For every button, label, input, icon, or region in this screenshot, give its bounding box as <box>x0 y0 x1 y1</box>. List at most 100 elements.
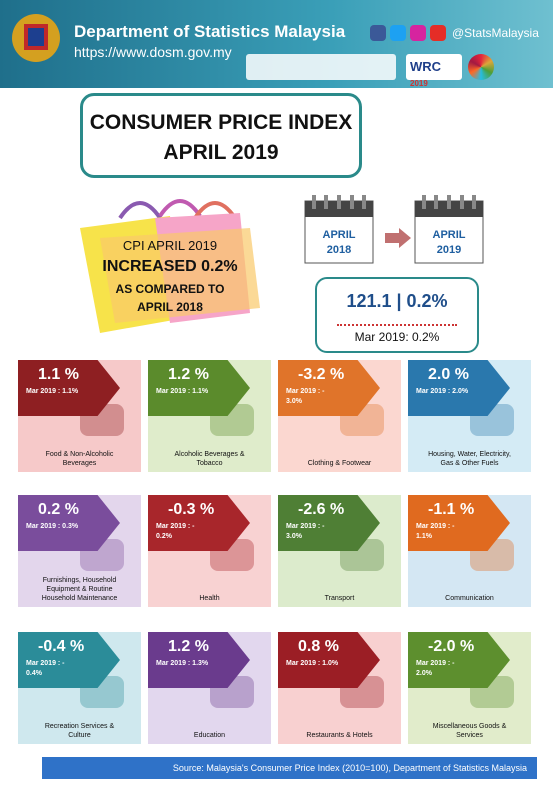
label-line: Household Maintenance <box>41 595 118 602</box>
group-label: Restaurants & Hotels <box>278 731 401 740</box>
facebook-icon[interactable] <box>370 25 386 41</box>
group-label: Transport <box>278 594 401 603</box>
title-line: CONSUMER PRICE INDEX <box>89 111 353 134</box>
banner: 1.1 % Mar 2019 : 1.1% <box>18 360 120 416</box>
previous-line: 0.2% <box>156 533 172 540</box>
group-change: 0.2 % <box>38 501 79 518</box>
group-previous: Mar 2019 : 1.1% <box>156 387 250 397</box>
social-handle: @StatsMalaysia <box>452 26 539 40</box>
label-line: Communication <box>445 595 494 602</box>
month: APRIL <box>322 229 356 241</box>
banner: -2.6 % Mar 2019 : - 3.0% <box>278 495 380 551</box>
group-change: 2.0 % <box>428 366 469 383</box>
group-card: 1.1 % Mar 2019 : 1.1% Food & Non-Alcoholic… <box>18 360 141 472</box>
group-change: 1.2 % <box>168 638 209 655</box>
group-previous: Mar 2019 : 1.0% <box>286 659 380 669</box>
previous-line: Mar 2019 : 1.3% <box>156 660 209 667</box>
index-previous: Mar 2019: 0.2% <box>337 324 457 344</box>
wrc-year: 2019 <box>410 79 428 88</box>
group-label: Alcoholic Beverages & Tobacco <box>148 450 271 468</box>
badges: WRC 2019 <box>246 52 546 88</box>
header: Department of Statistics Malaysia https:… <box>0 0 553 88</box>
group-card: -2.6 % Mar 2019 : - 3.0% Transport <box>278 495 401 607</box>
twitter-icon[interactable] <box>390 25 406 41</box>
group-previous: Mar 2019 : - 3.0% <box>286 387 380 407</box>
group-label: Clothing & Footwear <box>278 459 401 468</box>
group-previous: Mar 2019 : - 1.1% <box>416 522 510 542</box>
group-card: 2.0 % Mar 2019 : 2.0% Housing, Water, Elec… <box>408 360 531 472</box>
label-line: Restaurants & Hotels <box>306 732 373 739</box>
banner: -0.3 % Mar 2019 : - 0.2% <box>148 495 250 551</box>
wrc: WRC <box>410 59 442 74</box>
group-card: -0.3 % Mar 2019 : - 0.2% Health <box>148 495 271 607</box>
group-previous: Mar 2019 : - 0.4% <box>26 659 120 679</box>
year: 2019 <box>436 244 462 256</box>
previous-line: Mar 2019 : - <box>286 523 325 530</box>
group-change: 0.8 % <box>298 638 339 655</box>
group-change: 1.2 % <box>168 366 209 383</box>
group-previous: Mar 2019 : - 2.0% <box>416 659 510 679</box>
sdg-wheel <box>468 54 494 80</box>
group-change: -2.0 % <box>428 638 475 655</box>
group-previous: Mar 2019 : 2.0% <box>416 387 510 397</box>
bags-illustration <box>80 199 260 333</box>
group-label: Communication <box>408 594 531 603</box>
group-label: Recreation Services & Culture <box>18 722 141 740</box>
group-label: Health <box>148 594 271 603</box>
previous-line: 2.0% <box>416 670 432 677</box>
group-card: -0.4 % Mar 2019 : - 0.4% Recreation Service… <box>18 632 141 744</box>
label-line: Clothing & Footwear <box>307 460 372 467</box>
group-card: -2.0 % Mar 2019 : - 2.0% Miscellaneous Good… <box>408 632 531 744</box>
instagram-icon[interactable] <box>410 25 426 41</box>
label-line: Education <box>193 732 226 739</box>
year: 2018 <box>326 244 352 256</box>
label-line: Gas & Other Fuels <box>440 460 499 467</box>
highlight-line: CPI APRIL 2019 <box>122 238 218 253</box>
banner: 1.2 % Mar 2019 : 1.3% <box>148 632 250 688</box>
group-label: Housing, Water, Electricity, Gas & Other … <box>408 450 531 468</box>
group-label: Education <box>148 731 271 740</box>
url[interactable]: https://www.dosm.gov.my <box>74 44 232 60</box>
group-label: Miscellaneous Goods & Services <box>408 722 531 740</box>
group-label: Furnishings, Household Equipment & Routin… <box>18 576 141 603</box>
previous-line: Mar 2019 : 2.0% <box>416 388 469 395</box>
index-value: 121.1 | 0.2% <box>346 291 448 311</box>
highlight-line: AS COMPARED TO <box>115 282 225 296</box>
group-previous: Mar 2019 : 1.1% <box>26 387 120 397</box>
label-line: Food & Non-Alcoholic <box>45 451 114 458</box>
label-line: Culture <box>68 732 91 739</box>
label-line: Furnishings, Household <box>42 577 117 584</box>
title-box: CONSUMER PRICE INDEX APRIL 2019 <box>80 93 362 178</box>
calendar <box>414 195 484 264</box>
badge-strip <box>246 54 396 80</box>
label-line: Housing, Water, Electricity, <box>428 451 511 458</box>
group-previous: Mar 2019 : - 3.0% <box>286 522 380 542</box>
banner: -1.1 % Mar 2019 : - 1.1% <box>408 495 510 551</box>
banner: -0.4 % Mar 2019 : - 0.4% <box>18 632 120 688</box>
banner: -2.0 % Mar 2019 : - 2.0% <box>408 632 510 688</box>
previous-line: Mar 2019 : 1.0% <box>286 660 339 667</box>
label-line: Transport <box>324 595 355 602</box>
calendar-text: APRIL 2019 <box>414 228 484 258</box>
highlight-line: APRIL 2018 <box>137 300 203 314</box>
previous-line: 3.0% <box>286 533 302 540</box>
previous-line: Mar 2019 : - <box>26 660 65 667</box>
group-change: -1.1 % <box>428 501 475 518</box>
previous-line: Mar 2019 : - <box>416 660 455 667</box>
group-card: -1.1 % Mar 2019 : - 1.1% Communication <box>408 495 531 607</box>
group-previous: Mar 2019 : 1.3% <box>156 659 250 669</box>
label-line: Services <box>456 732 483 739</box>
banner: -3.2 % Mar 2019 : - 3.0% <box>278 360 380 416</box>
index-box: 121.1 | 0.2% Mar 2019: 0.2% <box>315 277 479 353</box>
group-change: -0.3 % <box>168 501 215 518</box>
footer: Source: Malaysia's Consumer Price Index … <box>42 757 537 779</box>
previous-line: Mar 2019 : 1.1% <box>26 388 79 395</box>
calendar-text: APRIL 2018 <box>304 228 374 258</box>
label-line: Miscellaneous Goods & <box>432 723 507 730</box>
title-line: APRIL 2019 <box>163 141 279 164</box>
youtube-icon[interactable] <box>430 25 446 41</box>
banner: 0.2 % Mar 2019 : 0.3% <box>18 495 120 551</box>
previous-line: 1.1% <box>416 533 432 540</box>
group-card: -3.2 % Mar 2019 : - 3.0% Clothing & Footwea… <box>278 360 401 472</box>
